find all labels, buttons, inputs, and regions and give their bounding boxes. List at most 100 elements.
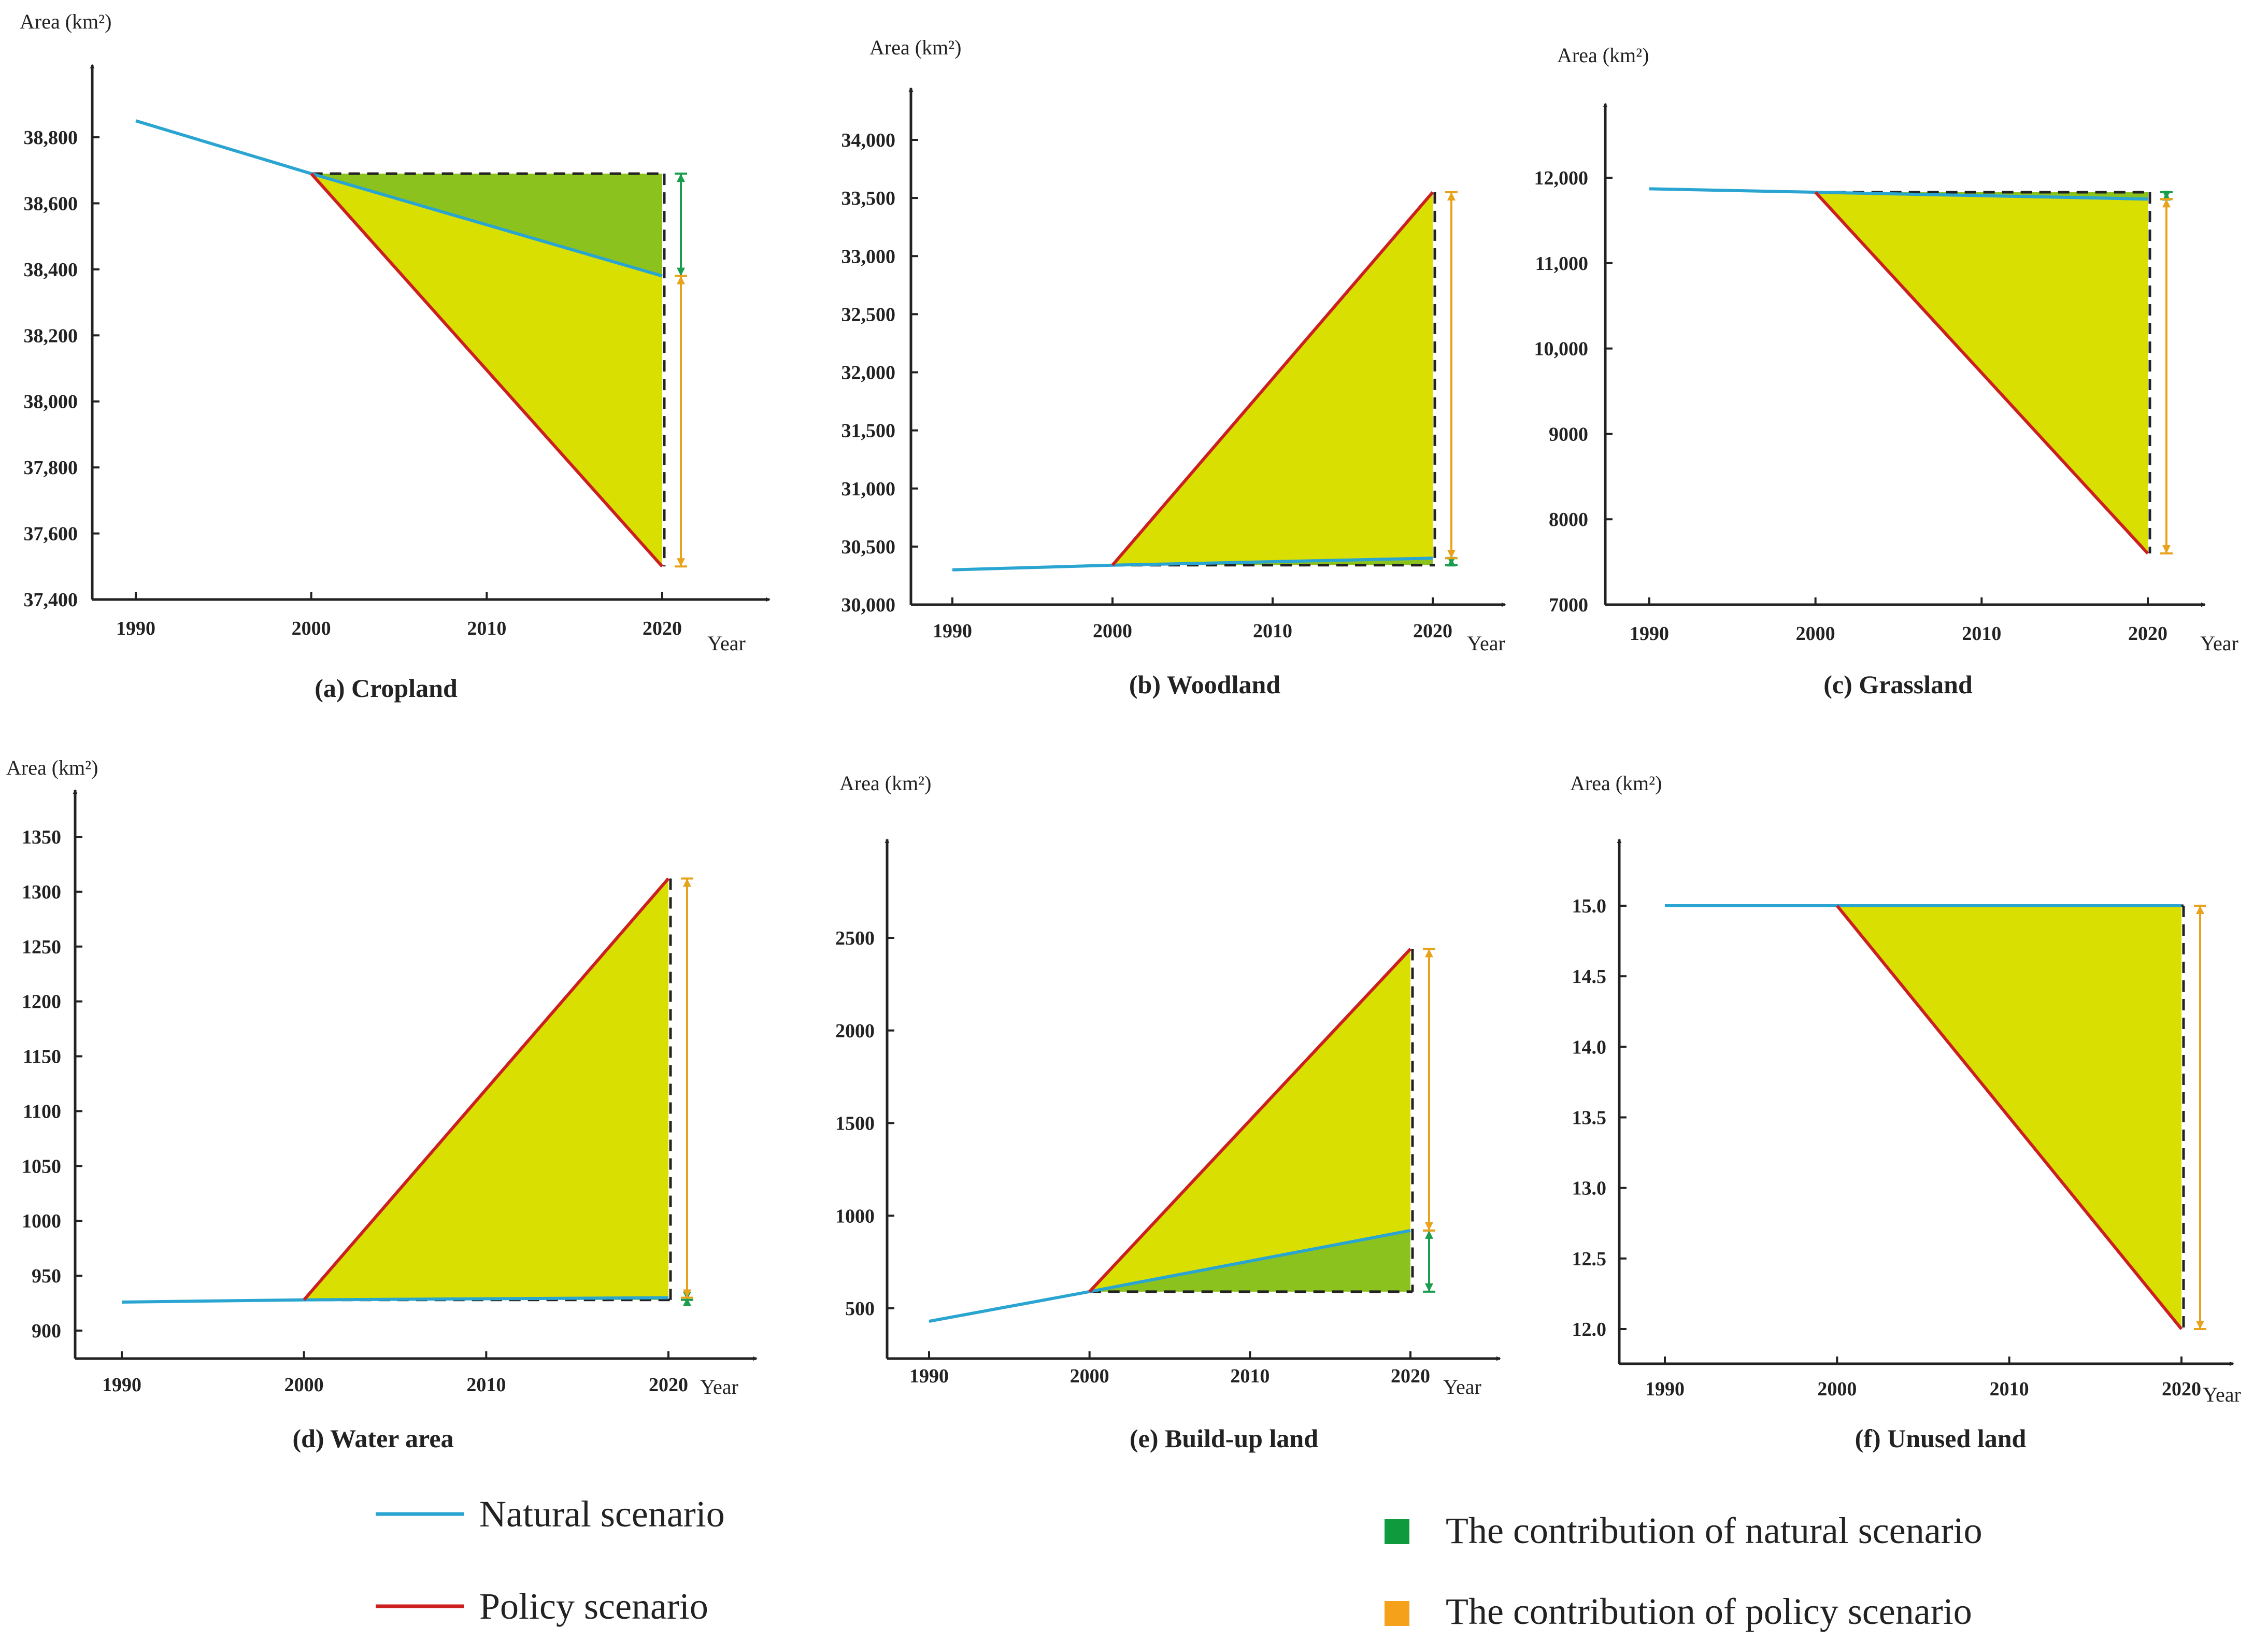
policy-contribution-arrow-head [1425,949,1433,958]
y-tick-label: 12.5 [1572,1248,1607,1270]
y-tick-label: 32,500 [841,304,896,325]
y-tick-label: 37,400 [24,589,78,611]
y-tick-label: 2500 [835,927,875,949]
series-line-policy [1836,905,2183,1330]
y-tick-label: 950 [32,1265,61,1287]
x-tick-label: 1990 [909,1365,949,1387]
y-tick-label: 900 [32,1320,61,1342]
chart-panel-2: 30,000 30,500 31,000 31,500 32,000 32,500 33,0… [841,36,1506,699]
policy-contribution-area [311,174,662,567]
policy-contribution-arrow-head [2162,199,2171,208]
y-tick-label: 14.5 [1572,966,1607,988]
chart-panels: 37,400 37,600 37,800 38,000 38,200 38,400 38,6… [6,10,2241,1453]
legend-natural-line-label: Natural scenario [479,1493,725,1535]
policy-contribution-arrow-head [2196,906,2204,914]
series-line-policy [310,173,664,568]
policy-contribution-arrow-head [2162,545,2171,554]
policy-contribution-arrow-head [1447,192,1456,201]
y-tick-label: 1250 [22,936,61,958]
legend-policy-line-label: Policy scenario [479,1586,708,1627]
x-tick-label: 1990 [933,620,972,642]
chart-panel-4: 900 950 1000 1050 1100 1150 1200 1250 1300 1350 19… [6,756,758,1453]
y-tick-label: 1500 [835,1113,875,1135]
natural-contribution-arrow-head [683,1297,691,1306]
y-tick-label: 31,500 [841,420,896,442]
x-tick-label: 2020 [1413,620,1452,642]
y-tick-label: 10,000 [1534,338,1589,360]
y-tick-label: 1300 [22,881,61,903]
y-tick-label: 30,500 [841,536,896,558]
chart-panel-5: 500 1000 1500 2000 2500 1990 2000 2010 2020 Area … [835,772,1501,1453]
y-tick-label: 12.0 [1572,1319,1607,1340]
x-tick-label: 2000 [1093,620,1132,642]
chart-title: (c) Grassland [1823,670,1973,699]
x-axis-label: Year [700,1375,738,1398]
x-tick-label: 1990 [1630,623,1669,645]
series-line-policy [1814,191,2149,555]
chart-title: (f) Unused land [1855,1424,2027,1453]
natural-contribution-arrow-head [677,267,685,276]
y-axis-label: Area (km²) [1570,772,1662,795]
y-tick-label: 7000 [1549,594,1588,616]
y-tick-label: 14.0 [1572,1036,1607,1058]
x-tick-label: 2000 [1817,1378,1857,1400]
series-line-policy [1088,948,1412,1293]
y-tick-label: 12,000 [1534,167,1589,189]
y-tick-label: 1150 [23,1046,61,1068]
y-tick-label: 33,000 [841,246,896,267]
y-tick-label: 1050 [22,1155,61,1177]
x-tick-label: 2020 [2162,1378,2201,1400]
legend-natural-contribution-swatch [1385,1519,1409,1544]
x-tick-label: 2020 [1391,1365,1430,1387]
y-tick-label: 1000 [835,1205,875,1227]
y-axis-label: Area (km²) [20,10,111,33]
x-tick-label: 2010 [466,1374,506,1396]
y-tick-label: 34,000 [841,130,896,151]
x-tick-label: 2000 [284,1374,324,1396]
series-line-policy [1111,191,1434,566]
x-tick-label: 2000 [292,618,331,639]
x-tick-label: 2010 [1962,623,2001,645]
x-axis-label: Year [1443,1375,1481,1398]
x-axis-label: Year [2203,1383,2241,1406]
natural-contribution-arrow-head [1425,1230,1433,1239]
y-tick-label: 15.0 [1572,895,1607,917]
policy-contribution-arrow-head [683,1289,691,1298]
y-tick-label: 1000 [22,1210,61,1232]
y-tick-label: 38,600 [24,193,78,215]
chart-title: (e) Build-up land [1130,1424,1318,1453]
series-line-policy [303,877,670,1301]
x-tick-label: 2000 [1070,1365,1109,1387]
natural-contribution-arrow-head [677,174,685,182]
legend-policy-contribution-swatch [1385,1601,1409,1626]
y-tick-label: 30,000 [841,594,896,616]
y-tick-label: 1100 [23,1101,61,1122]
y-tick-label: 37,800 [24,457,78,479]
x-tick-label: 2020 [2128,623,2167,645]
chart-panel-6: 12.0 12.5 13.0 13.5 14.0 14.5 15.0 1990 2000 2010… [1570,772,2241,1453]
x-axis-label: Year [1467,632,1505,655]
y-tick-label: 38,400 [24,259,78,281]
y-tick-label: 13.0 [1572,1178,1607,1200]
chart-panel-3: 7000 8000 9000 10,000 11,000 12,000 1990 2000 20… [1534,44,2238,699]
y-tick-label: 31,000 [841,478,896,500]
policy-contribution-arrow-head [2196,1321,2204,1329]
x-tick-label: 1990 [1645,1378,1685,1400]
y-tick-label: 38,800 [24,127,78,149]
legend-natural-contribution-label: The contribution of natural scenario [1446,1510,1982,1551]
policy-contribution-arrow-head [677,558,685,567]
x-tick-label: 2000 [1796,623,1835,645]
policy-contribution-arrow-head [683,878,691,887]
y-axis-label: Area (km²) [6,756,98,779]
y-tick-label: 8000 [1549,509,1588,531]
x-axis-label: Year [2200,632,2238,655]
natural-contribution-arrow-head [1425,1283,1433,1292]
chart-title: (d) Water area [292,1424,453,1453]
y-tick-label: 9000 [1549,423,1588,445]
y-axis-label: Area (km²) [839,772,931,795]
x-tick-label: 1990 [102,1374,141,1396]
y-axis-label: Area (km²) [869,36,961,59]
y-tick-label: 38,200 [24,325,78,347]
